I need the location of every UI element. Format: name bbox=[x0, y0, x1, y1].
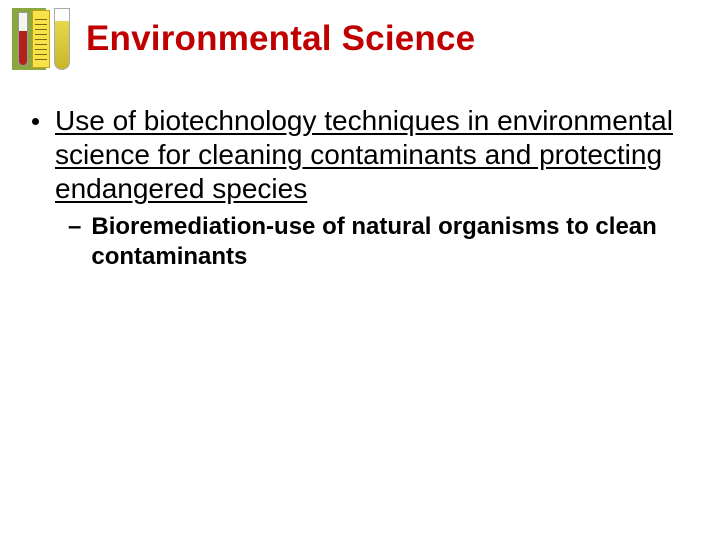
bullet-level-2: – Bioremediation-use of natural organism… bbox=[68, 212, 688, 272]
bullet-1-text: Use of biotechnology techniques in envir… bbox=[55, 104, 688, 206]
science-logo-icon bbox=[12, 8, 74, 70]
bullet-dash-icon: – bbox=[68, 212, 81, 242]
slide-title: Environmental Science bbox=[86, 19, 475, 59]
bullet-2-text: Bioremediation-use of natural organisms … bbox=[91, 212, 688, 272]
bullet-level-1: Use of biotechnology techniques in envir… bbox=[32, 104, 688, 206]
bullet-disc-icon bbox=[32, 118, 39, 125]
slide-header: Environmental Science bbox=[0, 0, 720, 86]
slide-body: Use of biotechnology techniques in envir… bbox=[0, 86, 720, 272]
